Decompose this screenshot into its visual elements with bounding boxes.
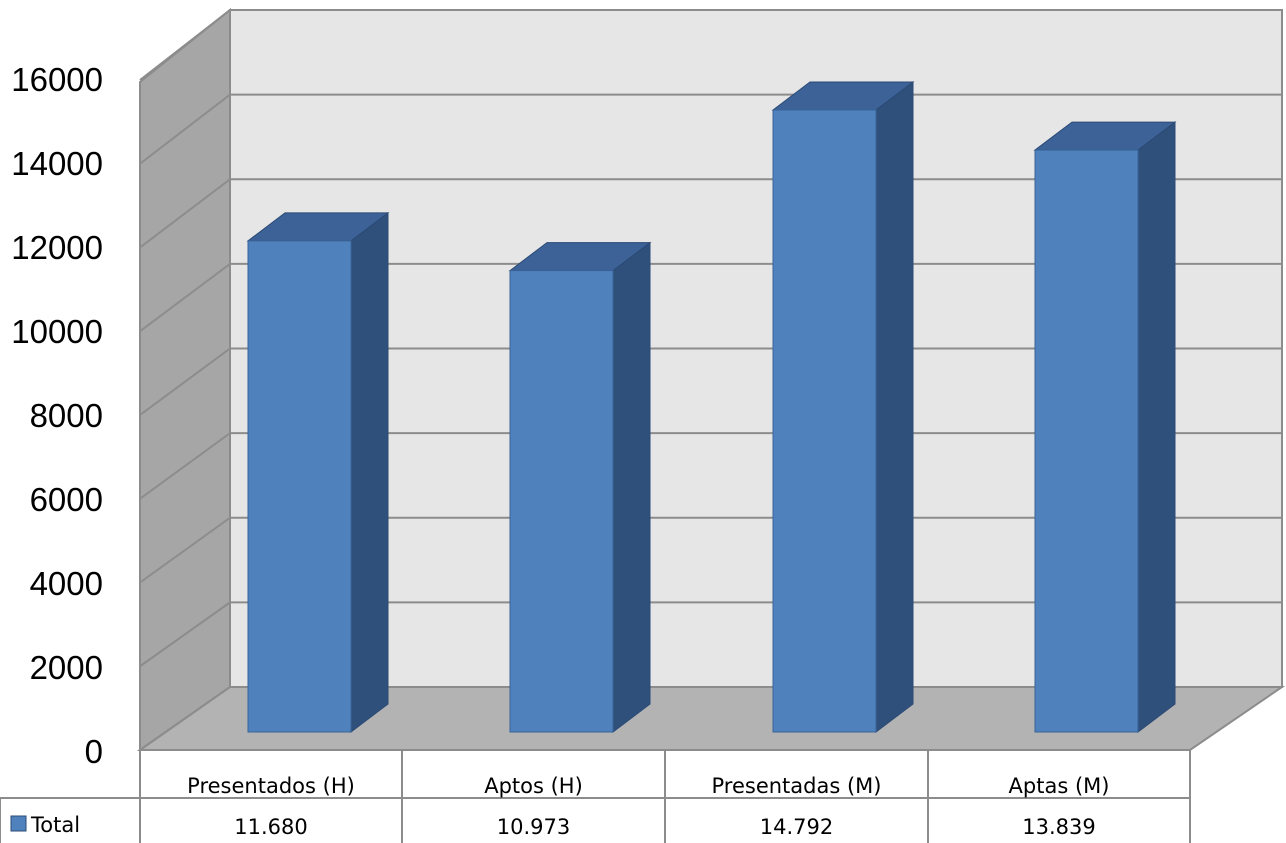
gridline-side [139, 263, 231, 333]
y-tick-label: 12000 [11, 229, 103, 266]
x-category-label: Presentados (H) [187, 774, 355, 798]
gridline-side [139, 516, 231, 584]
y-tick-label: 10000 [11, 313, 103, 350]
x-category-label: Aptos (H) [484, 774, 583, 798]
y-tick-label: 16000 [11, 61, 103, 98]
data-table-value: 11.680 [234, 815, 307, 839]
bar-1 [246, 211, 390, 734]
bar-front [1034, 149, 1139, 733]
gridline-side [139, 93, 231, 165]
y-tick-label: 8000 [30, 397, 103, 434]
legend-label: Total [30, 813, 80, 837]
data-table-value: 10.973 [497, 815, 570, 839]
gridline-side [139, 178, 231, 249]
y-tick-label: 6000 [30, 481, 103, 518]
bar-front [772, 109, 877, 733]
gridline-side [139, 432, 231, 500]
y-axis-ticks: 0 2000 4000 6000 8000 10000 12000 14000 16000 [11, 61, 103, 770]
x-category-label: Presentadas (M) [712, 774, 882, 798]
gridline-side [139, 9, 231, 81]
bar-side [350, 211, 389, 734]
data-table-value: 14.792 [760, 815, 833, 839]
gridline-side [139, 347, 231, 416]
floor [136, 686, 1286, 751]
y-tick-label: 14000 [11, 145, 103, 182]
bars-group [246, 80, 1177, 734]
bar-front [509, 270, 614, 733]
bar-side [1137, 121, 1176, 734]
data-table-value: 13.839 [1022, 815, 1095, 839]
y-tick-label: 0 [85, 733, 103, 770]
bar-side [875, 80, 914, 734]
bar-2 [508, 241, 652, 734]
side-wall [139, 7, 231, 752]
bar-3 [771, 80, 915, 734]
gridline-side [139, 601, 231, 668]
bar-front [247, 240, 352, 733]
y-tick-label: 2000 [30, 649, 103, 686]
bar-4 [1033, 121, 1177, 734]
x-category-label: Aptas (M) [1009, 774, 1110, 798]
legend-swatch [10, 815, 27, 832]
data-table: Presentados (H) Aptos (H) Presentadas (M) A… [0, 750, 1191, 843]
bar-side [612, 241, 651, 734]
y-tick-label: 4000 [30, 565, 103, 602]
